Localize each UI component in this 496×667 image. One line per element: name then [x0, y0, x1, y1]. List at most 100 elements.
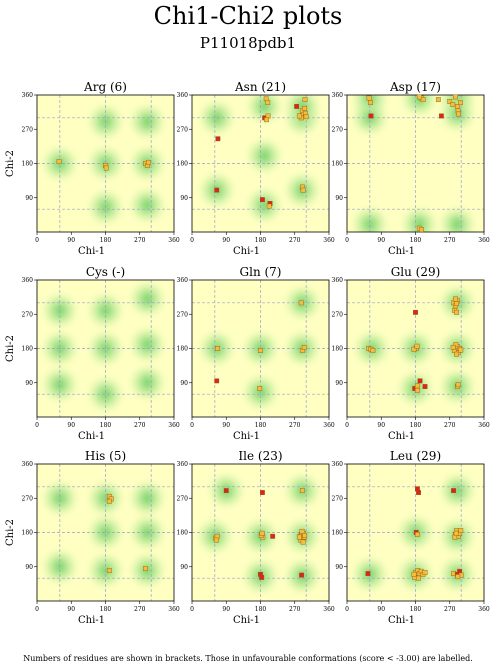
chi-plot-panel: 0 90 180 270 360 90 180 270 360 Leu (29) Chi-1 — [332, 449, 490, 626]
x-axis-label: Chi-1 — [388, 615, 415, 626]
favoured-region — [99, 525, 112, 540]
x-tick-label: 270 — [134, 606, 146, 613]
chi-plot-panel: 0 90 180 270 360 90 180 270 360 Asp (17) Chi-1 — [332, 80, 490, 257]
residue-point — [299, 488, 305, 494]
residue-point — [103, 165, 109, 171]
chi-plot-panel: 0 90 180 270 360 90 180 270 360 Asn (21) Chi-1 — [177, 80, 335, 257]
y-tick-label: 90 — [335, 564, 343, 571]
page-subtitle: P11018pdb1 — [199, 34, 297, 52]
x-tick-label: 360 — [323, 606, 335, 613]
residue-point — [453, 530, 459, 536]
residue-point — [411, 571, 417, 577]
residue-point-outlier — [214, 378, 220, 384]
y-tick-label: 180 — [22, 346, 34, 353]
favoured-region — [141, 337, 154, 352]
favoured-region — [451, 217, 464, 232]
y-tick-label: 360 — [332, 461, 344, 468]
residue-point — [456, 111, 461, 117]
x-tick-label: 270 — [444, 422, 456, 429]
y-tick-label: 90 — [335, 380, 343, 387]
residue-point — [143, 566, 148, 572]
y-tick-label: 180 — [332, 346, 344, 353]
y-tick-label: 180 — [332, 161, 344, 168]
residue-point — [301, 344, 307, 350]
y-tick-label: 90 — [180, 380, 188, 387]
panel-title: Leu (29) — [390, 449, 441, 463]
y-tick-label: 360 — [22, 92, 34, 99]
panel-title: Asn (21) — [234, 80, 286, 94]
x-tick-label: 180 — [410, 422, 422, 429]
residue-point — [416, 94, 422, 100]
residue-point-outlier — [416, 490, 421, 495]
x-tick-label: 0 — [190, 606, 194, 613]
favoured-region — [99, 387, 112, 402]
panel-title: Glu (29) — [391, 265, 441, 279]
x-tick-label: 360 — [323, 237, 335, 244]
residue-point — [296, 534, 302, 540]
residue-point — [450, 102, 456, 107]
y-tick-label: 270 — [332, 311, 344, 318]
residue-point-outlier — [294, 104, 300, 109]
y-axis-label: Chi-2 — [5, 335, 16, 362]
x-tick-label: 0 — [35, 422, 39, 429]
residue-point — [454, 301, 459, 306]
residue-point — [302, 533, 308, 538]
panel-title: Gln (7) — [240, 265, 282, 279]
residue-point — [300, 187, 306, 193]
favoured-region — [141, 292, 154, 307]
x-axis-label: Chi-1 — [233, 431, 260, 442]
page-title: Chi1-Chi2 plots — [153, 2, 343, 30]
panel-title: His (5) — [85, 449, 126, 463]
residue-point — [213, 537, 219, 543]
x-tick-label: 0 — [345, 606, 349, 613]
x-tick-label: 360 — [478, 606, 490, 613]
residue-point — [106, 498, 112, 504]
x-axis-label: Chi-1 — [233, 615, 260, 626]
y-tick-label: 360 — [177, 461, 189, 468]
chi-plot-panel: 0 90 180 270 360 90 180 270 360 Glu (29) Chi-1 — [332, 265, 490, 442]
x-tick-label: 0 — [345, 237, 349, 244]
x-axis-label: Chi-1 — [78, 246, 105, 257]
x-tick-label: 180 — [100, 422, 112, 429]
residue-point — [303, 114, 309, 120]
residue-point — [264, 117, 269, 123]
x-axis-label: Chi-1 — [388, 246, 415, 257]
residue-point — [411, 346, 417, 352]
residue-point — [455, 574, 461, 580]
favoured-region — [53, 377, 66, 392]
y-tick-label: 360 — [22, 277, 34, 284]
x-tick-label: 270 — [444, 237, 456, 244]
residue-point — [453, 342, 459, 348]
residue-point-outlier — [451, 488, 456, 494]
y-tick-label: 360 — [332, 277, 344, 284]
residue-point — [368, 100, 373, 106]
x-axis-label: Chi-1 — [78, 615, 105, 626]
residue-point-outlier — [259, 575, 265, 580]
residue-point — [370, 348, 376, 353]
chi-plot-panel: 0 90 180 270 360 90 180 270 360 Gln (7) Chi-1 — [177, 265, 335, 442]
residue-point-outlier — [260, 197, 265, 203]
y-tick-label: 90 — [335, 195, 343, 202]
y-tick-label: 270 — [177, 126, 189, 133]
y-tick-label: 180 — [177, 346, 189, 353]
x-tick-label: 360 — [478, 422, 490, 429]
residue-point — [56, 159, 62, 164]
y-tick-label: 270 — [22, 126, 34, 133]
residue-point — [458, 347, 464, 353]
favoured-region — [141, 198, 154, 213]
x-axis-label: Chi-1 — [388, 431, 415, 442]
favoured-region — [258, 148, 271, 163]
y-tick-label: 360 — [177, 92, 189, 99]
residue-point — [415, 387, 420, 393]
residue-point — [435, 97, 441, 102]
x-tick-label: 180 — [100, 606, 112, 613]
x-tick-label: 90 — [222, 237, 230, 244]
favoured-region — [363, 217, 376, 232]
y-tick-label: 90 — [25, 380, 33, 387]
x-tick-label: 90 — [67, 237, 75, 244]
x-tick-label: 270 — [134, 422, 146, 429]
residue-point-outlier — [413, 309, 418, 315]
residue-point — [302, 97, 308, 102]
